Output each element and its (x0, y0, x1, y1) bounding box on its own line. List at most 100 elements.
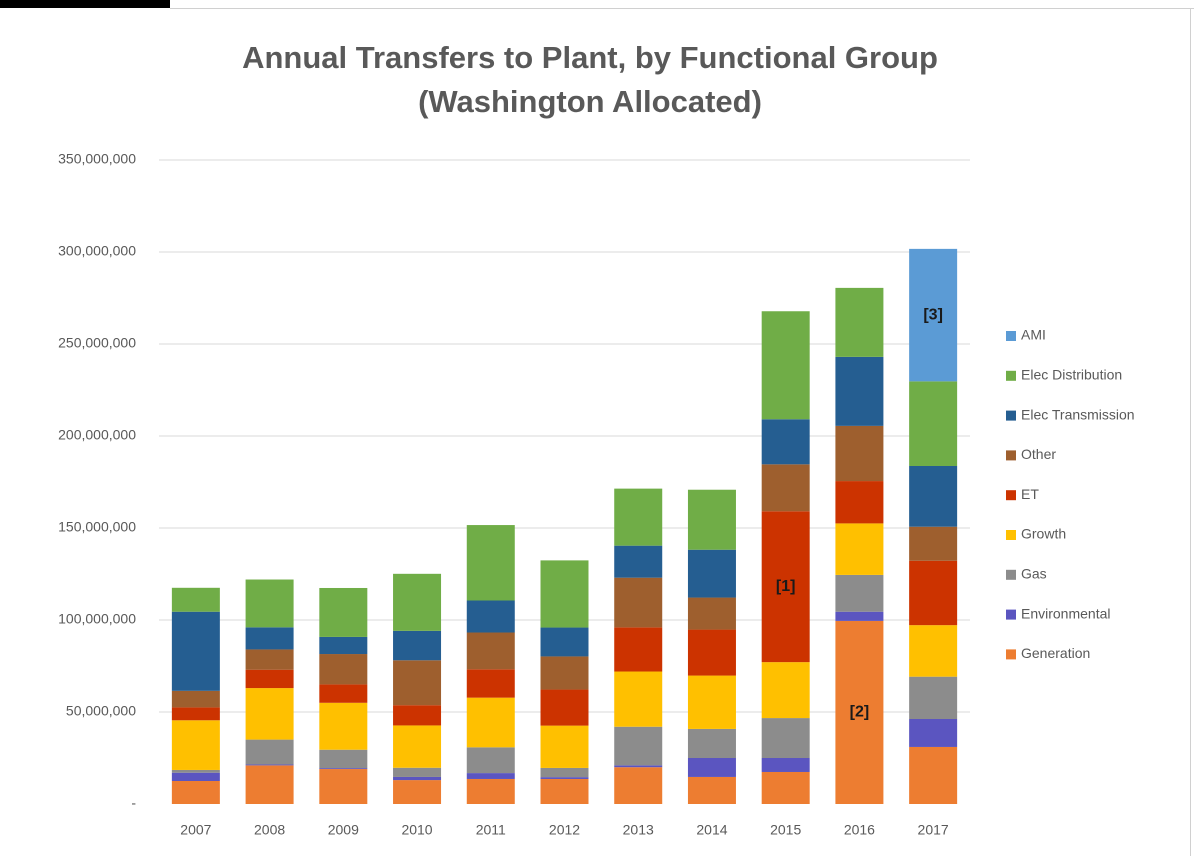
y-tick-label: 200,000,000 (58, 427, 136, 443)
x-tick-label: 2012 (549, 822, 580, 838)
bar-segment (245, 765, 294, 804)
legend-label: Elec Transmission (1021, 406, 1135, 422)
bar-segment (245, 669, 294, 689)
bar-segment (171, 611, 220, 691)
legend-label: Elec Distribution (1021, 367, 1122, 383)
bar-segment (319, 684, 368, 703)
legend-swatch (1006, 490, 1016, 501)
bar-segment (319, 768, 368, 770)
bar-segment (245, 579, 294, 628)
bar-segment (835, 574, 884, 612)
bar-segment (761, 758, 810, 772)
legend-label: Generation (1021, 645, 1090, 661)
bar-segment (393, 705, 442, 726)
annotation: [3] (923, 306, 943, 323)
bar-segment (171, 781, 220, 804)
legend-label: ET (1021, 486, 1039, 502)
y-tick-label: 50,000,000 (66, 703, 136, 719)
x-tick-label: 2015 (770, 822, 801, 838)
bar-segment (909, 676, 958, 719)
bar-segment (245, 688, 294, 740)
bar-segment (761, 718, 810, 758)
bar-segment (761, 464, 810, 512)
bar-segment (466, 773, 515, 779)
x-tick-label: 2017 (918, 822, 949, 838)
bar-segment (319, 654, 368, 685)
bar-segment (909, 625, 958, 677)
bar-segment (245, 627, 294, 650)
bar-segment (835, 620, 884, 804)
bar-segment (171, 587, 220, 612)
bar-segment (540, 778, 589, 804)
x-tick-label: 2013 (623, 822, 654, 838)
bar-segment (245, 764, 294, 766)
bar-segment (614, 577, 663, 628)
bar-segment (835, 481, 884, 524)
y-tick-label: 350,000,000 (58, 151, 136, 167)
bar-segment (909, 248, 958, 382)
bar-segment (540, 725, 589, 768)
bar-segment (393, 660, 442, 706)
bar-segment (466, 697, 515, 748)
bar-segment (909, 718, 958, 747)
bar-segment (687, 489, 736, 550)
legend-label: Growth (1021, 526, 1066, 542)
legend-swatch (1006, 649, 1016, 660)
bar-segment (909, 746, 958, 804)
bar-segment (835, 425, 884, 482)
bar-segment (614, 488, 663, 546)
bar-segment (393, 573, 442, 631)
bar-segment (835, 287, 884, 357)
bar-segment (393, 780, 442, 804)
legend-label: Gas (1021, 566, 1047, 582)
legend-label: Environmental (1021, 605, 1111, 621)
bar-segment (245, 649, 294, 670)
bar-segment (466, 632, 515, 670)
bar-segment (171, 690, 220, 708)
x-tick-label: 2008 (254, 822, 285, 838)
bar-segment (614, 627, 663, 672)
bar-segment (540, 656, 589, 690)
bar-segment (687, 728, 736, 758)
legend-swatch (1006, 530, 1016, 540)
top-bar (0, 0, 170, 8)
bar-segment (171, 707, 220, 721)
bar-segment (687, 776, 736, 804)
x-tick-label: 2016 (844, 822, 875, 838)
bar-segment (761, 511, 810, 663)
bar-segment (319, 749, 368, 769)
y-tick-label: 100,000,000 (58, 611, 136, 627)
y-tick-label: 300,000,000 (58, 243, 136, 259)
bar-segment (835, 611, 884, 621)
bar-segment (687, 629, 736, 676)
bar-segment (466, 600, 515, 633)
bar-segment (761, 662, 810, 719)
legend-swatch (1006, 331, 1016, 341)
bar-segment (319, 587, 368, 637)
bar-segment (909, 526, 958, 561)
bar-segment (614, 545, 663, 578)
bar-segment (687, 597, 736, 630)
chart-title: (Washington Allocated) (418, 84, 762, 119)
annotation: [1] (776, 578, 796, 595)
bar-segment (540, 689, 589, 726)
x-tick-label: 2007 (180, 822, 211, 838)
bar-segment (909, 381, 958, 466)
bar-segment (909, 560, 958, 626)
bar-segment (909, 465, 958, 527)
legend-label: AMI (1021, 327, 1046, 343)
bar-segment (687, 675, 736, 729)
bar-segment (319, 769, 368, 804)
bar-segment (540, 627, 589, 657)
bar-segment (687, 549, 736, 598)
bar-segment (835, 523, 884, 575)
bar-segment (614, 671, 663, 727)
bar-segment (466, 778, 515, 804)
bar-segment (761, 419, 810, 465)
legend-swatch (1006, 410, 1016, 421)
bar-segment (835, 356, 884, 426)
x-tick-label: 2009 (328, 822, 359, 838)
bar-segment (761, 311, 810, 420)
legend-swatch (1006, 609, 1016, 620)
x-tick-label: 2010 (401, 822, 432, 838)
